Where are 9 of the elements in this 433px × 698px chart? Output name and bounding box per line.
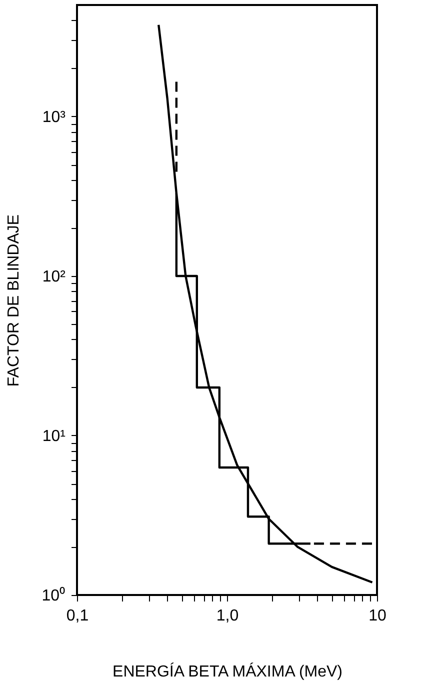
y-axis-title: FACTOR DE BLINDAJE <box>6 214 23 387</box>
y-tick-label: 10³ <box>42 108 66 126</box>
x-axis-title: ENERGÍA BETA MÁXIMA (MeV) <box>112 662 342 680</box>
x-tick-label: 1,0 <box>216 608 239 624</box>
x-tick-label: 0,1 <box>66 608 89 624</box>
y-tick-label: 10¹ <box>42 428 66 445</box>
x-tick-label: 10 <box>368 608 386 624</box>
y-tick-label: 10² <box>42 268 66 286</box>
y-tick-label: 10⁰ <box>42 586 66 604</box>
